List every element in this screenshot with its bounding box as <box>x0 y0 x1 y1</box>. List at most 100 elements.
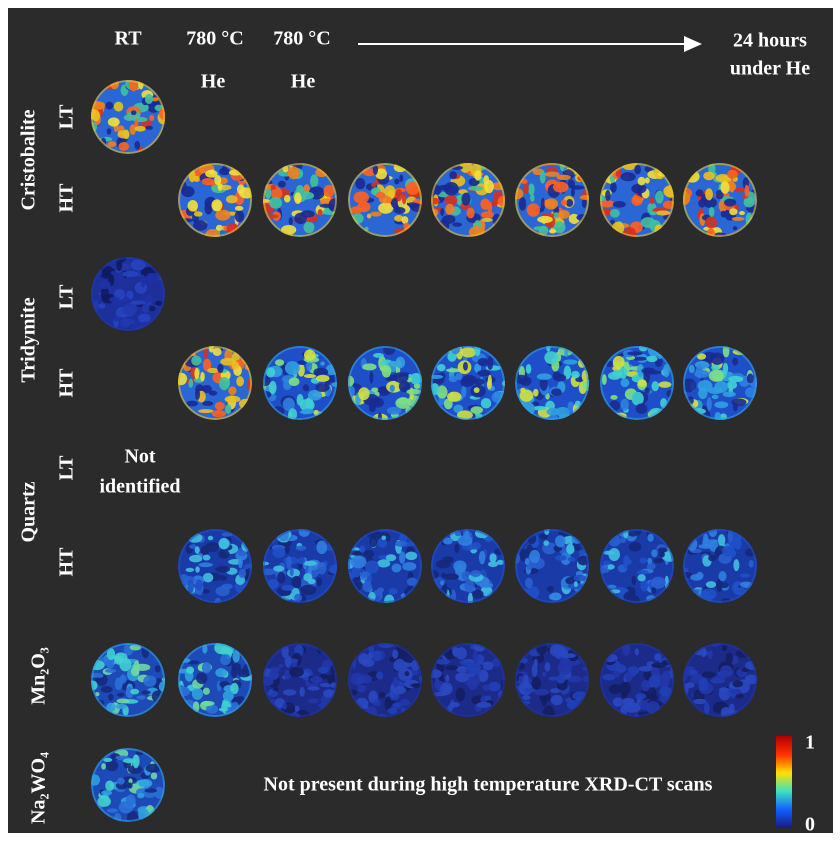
map-grain <box>456 666 469 673</box>
map-grain <box>698 677 709 692</box>
map-grain <box>690 573 703 581</box>
ct-map <box>600 643 674 717</box>
map-grain <box>303 560 317 566</box>
map-grain <box>106 659 115 669</box>
map-grain <box>528 183 535 196</box>
map-grain <box>116 698 130 704</box>
map-grain <box>708 369 724 382</box>
map-grain <box>556 674 566 684</box>
ct-map <box>178 643 252 717</box>
map-grain <box>195 388 201 401</box>
xrd-ct-maps <box>91 80 757 822</box>
map-grain <box>637 363 644 378</box>
map-grain <box>377 559 391 568</box>
map-rim <box>91 748 165 822</box>
map-grain <box>441 214 456 224</box>
colorbar-max: 1 <box>805 732 815 754</box>
map-grain <box>238 568 247 578</box>
map-grain <box>722 545 735 557</box>
map-grain <box>296 557 306 565</box>
map-grain <box>137 792 145 799</box>
map-grain <box>640 578 649 592</box>
ct-map <box>348 643 422 717</box>
map-rim <box>178 529 252 603</box>
map-grain <box>634 164 641 175</box>
map-grain <box>525 363 532 374</box>
map-grain <box>222 690 234 702</box>
map-grain <box>237 668 251 678</box>
map-grain <box>524 577 533 589</box>
map-grain <box>127 782 133 789</box>
map-grain <box>193 211 203 217</box>
map-grain <box>624 702 641 713</box>
map-grain <box>482 684 490 691</box>
map-grain <box>582 675 588 683</box>
map-grain <box>282 702 287 710</box>
map-grain <box>106 128 112 135</box>
ct-map <box>600 163 674 237</box>
map-grain <box>122 270 139 278</box>
map-grain <box>381 535 387 540</box>
phase-label: Tridymite <box>18 297 40 382</box>
map-grain <box>196 672 208 685</box>
map-grain <box>395 188 403 202</box>
map-grain <box>647 557 653 565</box>
map-grain <box>202 358 212 372</box>
map-grain <box>472 650 478 664</box>
map-grain <box>270 186 283 200</box>
map-grain <box>133 660 140 675</box>
map-grain <box>557 209 570 219</box>
map-grain <box>294 593 302 602</box>
map-grain <box>650 666 660 679</box>
map-grain <box>718 687 729 693</box>
map-grain <box>708 206 715 218</box>
map-grain <box>655 210 671 216</box>
map-grain <box>480 397 492 409</box>
map-grain <box>98 280 111 290</box>
map-grain <box>107 117 120 127</box>
map-grain <box>202 554 211 561</box>
map-grain <box>313 367 329 377</box>
map-grain <box>122 758 137 764</box>
map-grain <box>544 171 560 177</box>
map-grain <box>395 397 411 409</box>
map-grain <box>307 686 320 691</box>
map-grain <box>215 565 231 573</box>
map-grain <box>198 409 214 414</box>
map-grain <box>369 371 374 384</box>
map-grain <box>303 573 313 582</box>
map-grain <box>377 537 388 548</box>
ct-map <box>91 748 165 822</box>
map-grain <box>106 808 119 813</box>
map-rim <box>515 163 589 237</box>
map-grain <box>149 114 155 122</box>
map-grain <box>456 410 473 420</box>
map-grain <box>722 391 736 398</box>
map-grain <box>519 389 534 402</box>
map-grain <box>720 181 730 194</box>
sub-label: HT <box>56 547 78 577</box>
map-grain <box>602 673 616 681</box>
map-rim <box>263 346 337 420</box>
map-grain <box>215 209 231 221</box>
end-label: 24 hours <box>733 30 807 52</box>
map-grain <box>566 543 575 555</box>
map-grain <box>201 700 215 707</box>
map-grain <box>654 653 662 661</box>
map-grain <box>688 669 699 675</box>
map-grain <box>436 363 446 372</box>
map-grain <box>711 394 719 400</box>
map-grain <box>273 565 285 572</box>
map-grain <box>215 586 230 597</box>
map-grain <box>263 676 274 686</box>
map-grain <box>387 707 398 715</box>
map-grain <box>393 658 408 672</box>
map-grain <box>98 303 106 309</box>
map-grain <box>185 400 199 407</box>
map-grain <box>529 549 540 564</box>
map-grain <box>300 409 311 415</box>
map-grain <box>195 566 200 573</box>
map-grain <box>294 705 300 712</box>
map-grain <box>377 587 384 593</box>
map-grain <box>115 703 128 710</box>
